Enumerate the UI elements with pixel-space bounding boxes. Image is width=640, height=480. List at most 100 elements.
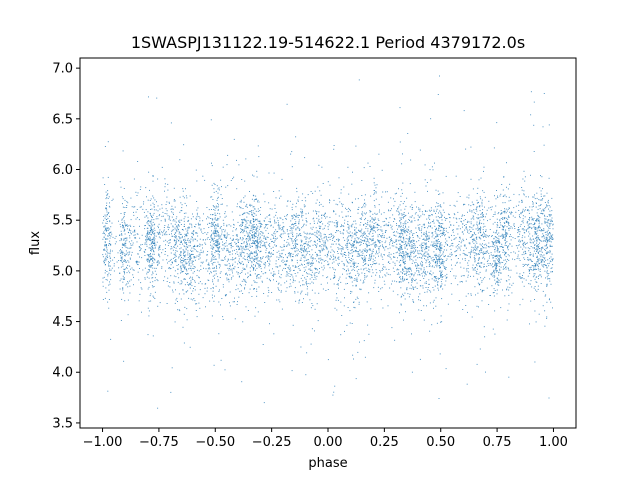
data-point (260, 213, 261, 215)
data-point (292, 256, 293, 257)
data-point (246, 258, 248, 260)
data-point (102, 254, 104, 256)
data-point (179, 254, 181, 256)
data-point (479, 266, 481, 268)
data-point (460, 245, 462, 247)
data-point (213, 230, 215, 232)
data-point (159, 245, 161, 247)
data-point (136, 233, 138, 235)
data-point (322, 259, 324, 261)
data-point (534, 263, 536, 264)
data-point (476, 217, 478, 219)
data-point (219, 277, 221, 278)
data-point (499, 256, 501, 258)
data-point (244, 230, 245, 232)
data-point (522, 298, 524, 300)
data-point (279, 224, 281, 226)
data-point (125, 261, 127, 263)
data-point (405, 241, 407, 243)
data-point (173, 200, 175, 202)
data-point (157, 260, 159, 262)
data-point (373, 226, 374, 228)
data-point (409, 258, 411, 260)
data-point (454, 238, 456, 240)
data-point (221, 186, 222, 188)
data-point (222, 319, 224, 320)
data-point (235, 253, 237, 255)
data-point (439, 223, 441, 225)
data-point (316, 260, 317, 262)
data-point (228, 281, 230, 283)
data-point (152, 253, 154, 255)
data-point (366, 244, 368, 246)
data-point (251, 210, 252, 212)
data-point (280, 290, 282, 292)
data-point (149, 266, 151, 268)
data-point (333, 145, 335, 146)
data-point (181, 262, 183, 264)
data-point (503, 234, 505, 236)
data-point (225, 255, 227, 257)
data-point (269, 251, 270, 253)
data-point (480, 227, 482, 229)
data-point (152, 175, 154, 177)
data-point (158, 227, 159, 229)
data-point (354, 220, 356, 222)
data-point (171, 235, 173, 237)
data-point (247, 248, 249, 250)
data-point (500, 213, 502, 215)
data-point (288, 235, 289, 237)
data-point (534, 227, 536, 229)
data-point (465, 226, 467, 228)
data-point (523, 257, 525, 259)
data-point (358, 237, 360, 239)
data-point (476, 305, 478, 307)
data-point (486, 287, 488, 289)
data-point (278, 228, 280, 230)
data-point (269, 221, 271, 223)
data-point (250, 205, 251, 207)
data-point (179, 221, 181, 223)
data-point (427, 256, 429, 258)
data-point (269, 323, 270, 325)
data-point (546, 272, 548, 274)
data-point (341, 315, 343, 316)
data-point (342, 268, 344, 270)
data-point (311, 257, 313, 259)
data-point (255, 195, 257, 197)
data-point (482, 209, 484, 211)
data-point (172, 291, 174, 293)
data-point (207, 264, 209, 266)
data-point (230, 259, 232, 261)
data-point (185, 242, 187, 244)
data-point (200, 228, 202, 230)
data-point (355, 240, 357, 242)
data-point (430, 222, 432, 224)
data-point (443, 211, 445, 213)
data-point (125, 250, 127, 252)
data-point (473, 252, 475, 254)
data-point (523, 246, 525, 248)
data-point (214, 225, 216, 227)
data-point (381, 229, 383, 231)
data-point (261, 281, 263, 283)
data-point (177, 309, 179, 311)
data-point (200, 265, 202, 267)
data-point (314, 258, 316, 260)
data-point (175, 225, 177, 227)
data-point (296, 191, 298, 193)
data-point (265, 224, 267, 226)
data-point (385, 246, 387, 248)
data-point (432, 243, 434, 245)
data-point (224, 229, 226, 231)
data-point (438, 222, 440, 224)
data-point (292, 224, 294, 226)
data-point (400, 213, 402, 215)
data-point (533, 247, 535, 249)
data-point (292, 256, 294, 258)
data-point (448, 226, 450, 228)
data-point (288, 236, 290, 238)
data-point (397, 294, 399, 296)
data-point (212, 262, 214, 264)
data-point (252, 206, 254, 208)
